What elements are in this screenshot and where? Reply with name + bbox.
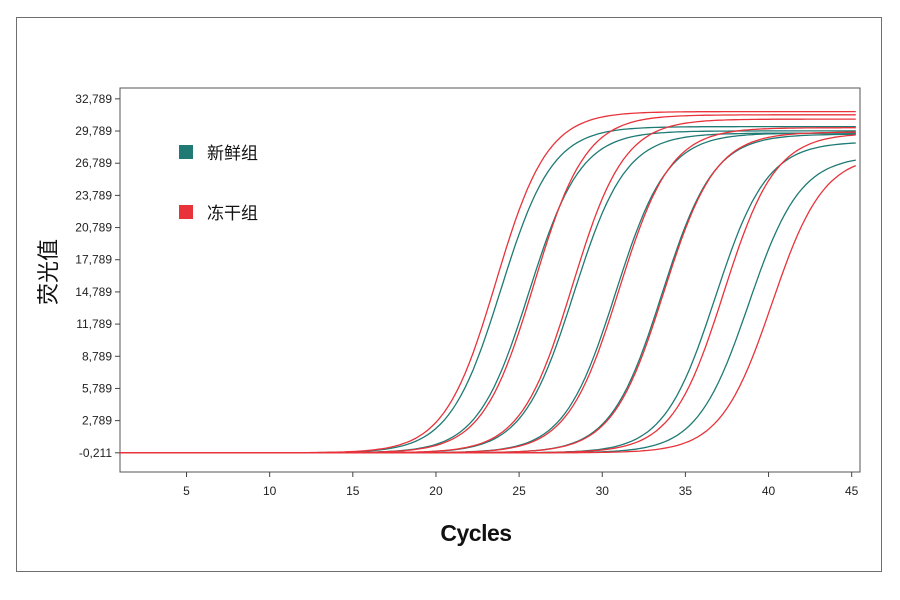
chart-frame	[16, 17, 882, 572]
curve-lyophilized	[120, 165, 857, 454]
y-tick-label: 11,789	[76, 317, 112, 331]
legend-label-lyophilized: 冻干组	[207, 204, 258, 224]
y-tick-label: 8,789	[82, 349, 112, 363]
x-tick-label: 45	[845, 484, 859, 498]
x-axis-label: Cycles	[440, 520, 511, 546]
y-axis-label: 荧光值	[37, 239, 62, 305]
x-tick-label: 5	[183, 484, 190, 498]
legend: 新鲜组 冻干组	[179, 144, 258, 224]
amplification-curves	[120, 110, 857, 454]
y-tick-label: 17,789	[75, 253, 112, 267]
x-axis-ticks: 5 10 15 20 25 30 35 40 45	[183, 472, 859, 498]
y-tick-label: 29,789	[75, 124, 112, 138]
y-tick-label: 5,789	[82, 381, 112, 395]
curve-lyophilized	[120, 118, 856, 454]
y-tick-label: 32,789	[75, 92, 112, 106]
curve-lyophilized	[120, 114, 856, 454]
legend-label-fresh: 新鲜组	[207, 144, 258, 164]
x-tick-label: 10	[263, 484, 277, 498]
legend-swatch-fresh	[179, 145, 193, 159]
y-tick-label: -0,211	[79, 446, 112, 460]
x-tick-label: 40	[762, 484, 776, 498]
y-tick-label: 26,789	[75, 156, 112, 170]
curve-fresh	[120, 142, 856, 454]
y-tick-label: 23,789	[75, 188, 112, 202]
x-tick-label: 15	[346, 484, 360, 498]
y-axis-ticks: -0,211 2,789 5,789 8,789 11,789 14,789 17,789 2…	[75, 92, 120, 460]
y-tick-label: 20,789	[75, 221, 112, 235]
x-tick-label: 30	[596, 484, 610, 498]
y-tick-label: 2,789	[82, 414, 112, 428]
x-tick-label: 20	[429, 484, 443, 498]
y-tick-label: 14,789	[75, 285, 112, 299]
x-tick-label: 25	[512, 484, 526, 498]
x-tick-label: 35	[679, 484, 693, 498]
legend-swatch-lyophilized	[179, 205, 193, 219]
plot-area	[119, 87, 861, 473]
